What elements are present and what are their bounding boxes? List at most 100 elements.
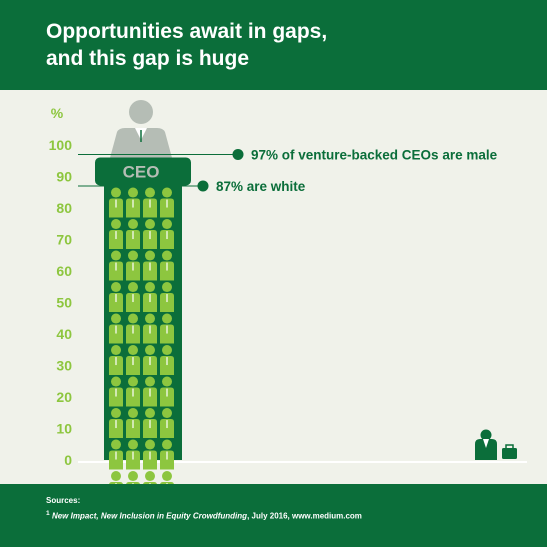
figure-body xyxy=(109,230,123,250)
person-figure-icon xyxy=(143,408,157,439)
figure-head xyxy=(111,439,121,450)
person-figure-icon xyxy=(109,408,123,439)
figure-body xyxy=(109,419,123,439)
person-figure-icon xyxy=(143,439,157,470)
person-figure-icon xyxy=(109,187,123,218)
person-figure-icon xyxy=(109,282,123,313)
figure-body xyxy=(126,230,140,250)
figure-body xyxy=(143,230,157,250)
annotation-label: 97% of venture-backed CEOs are male xyxy=(251,147,498,162)
person-figure-icon xyxy=(160,313,174,344)
person-figure-icon xyxy=(109,345,123,376)
figure-head xyxy=(145,408,155,419)
person-figure-icon xyxy=(126,439,140,470)
figure-body xyxy=(143,356,157,376)
figure-body xyxy=(160,482,174,484)
y-tick-label: 30 xyxy=(56,358,72,374)
figure-body xyxy=(143,482,157,484)
person-figure-icon xyxy=(143,345,157,376)
figure-body xyxy=(126,450,140,470)
figure-head xyxy=(128,345,138,356)
figure-body xyxy=(126,261,140,281)
figure-body xyxy=(126,198,140,218)
ceo-plate xyxy=(95,157,191,186)
ceo-head xyxy=(129,100,153,124)
person-figure-icon xyxy=(126,408,140,439)
figure-head xyxy=(128,439,138,450)
person-figure-icon xyxy=(143,250,157,281)
figure-head xyxy=(145,187,155,198)
figure-body xyxy=(109,293,123,313)
person-figure-icon xyxy=(160,187,174,218)
figure-body xyxy=(126,419,140,439)
annotation-label: 87% are white xyxy=(216,179,306,194)
figure-body xyxy=(109,261,123,281)
y-tick-label: 100 xyxy=(49,137,73,153)
figure-body xyxy=(143,419,157,439)
person-figure-icon xyxy=(109,471,123,484)
y-tick-label: 0 xyxy=(64,452,72,468)
person-figure-icon xyxy=(143,376,157,407)
figure-head xyxy=(128,376,138,387)
person-figure-icon xyxy=(160,250,174,281)
figure-head xyxy=(128,282,138,293)
figure-body xyxy=(109,356,123,376)
annotations: 97% of venture-backed CEOs are male 87% a… xyxy=(78,147,498,194)
person-figure-icon xyxy=(109,219,123,250)
figure-head xyxy=(145,471,155,482)
figure-head xyxy=(128,219,138,230)
figure-body xyxy=(143,261,157,281)
annotation-dot xyxy=(197,180,209,192)
person-figure-icon xyxy=(160,345,174,376)
ceo-bar: CEO xyxy=(95,100,191,484)
figure-head xyxy=(162,345,172,356)
header-banner: Opportunities await in gaps, and this ga… xyxy=(0,0,547,90)
figure-body xyxy=(160,261,174,281)
y-tick-label: 50 xyxy=(56,295,72,311)
footnote-mark: 1 xyxy=(46,510,50,517)
annotation-dot xyxy=(232,148,244,160)
y-unit-label: % xyxy=(51,105,64,121)
ceo-gap-chart: % 0 10 20 30 40 50 60 70 80 90 100 CEO 97% of ventu… xyxy=(49,100,527,484)
person-figure-icon xyxy=(143,313,157,344)
figure-body xyxy=(160,387,174,407)
person-figure-icon xyxy=(109,313,123,344)
y-tick-label: 90 xyxy=(56,169,72,185)
figure-body xyxy=(143,324,157,344)
source-citation: 1 New Impact, New Inclusion in Equity Cr… xyxy=(46,510,362,521)
person-figure-icon xyxy=(109,250,123,281)
figure-head xyxy=(111,376,121,387)
figure-head xyxy=(145,250,155,261)
y-tick-label: 10 xyxy=(56,421,72,437)
person-figure-icon xyxy=(160,282,174,313)
briefcase-handle xyxy=(505,444,514,450)
y-tick-label: 80 xyxy=(56,200,72,216)
figure-head xyxy=(162,313,172,324)
figure-head xyxy=(128,250,138,261)
bar-label: CEO xyxy=(123,162,160,181)
person-suit-icon xyxy=(109,100,173,162)
source-details: , July 2016, www.medium.com xyxy=(247,511,362,521)
figure-body xyxy=(126,482,140,484)
person-figure-icon xyxy=(126,345,140,376)
figure-head xyxy=(162,439,172,450)
figure-body xyxy=(109,324,123,344)
figure-body xyxy=(160,230,174,250)
person-figure-icon xyxy=(126,250,140,281)
person-figure-icon xyxy=(143,282,157,313)
figure-body xyxy=(109,482,123,484)
person-figure-icon xyxy=(126,187,140,218)
figure-body xyxy=(160,324,174,344)
figure-head xyxy=(145,313,155,324)
figure-body xyxy=(109,387,123,407)
figure-body xyxy=(160,419,174,439)
figure-head xyxy=(111,345,121,356)
figure-body xyxy=(126,324,140,344)
figure-body xyxy=(126,387,140,407)
figure-head xyxy=(145,345,155,356)
figure-head xyxy=(111,408,121,419)
figure-body xyxy=(160,198,174,218)
figure-body xyxy=(126,356,140,376)
figure-head xyxy=(162,219,172,230)
person-figure-icon xyxy=(160,408,174,439)
